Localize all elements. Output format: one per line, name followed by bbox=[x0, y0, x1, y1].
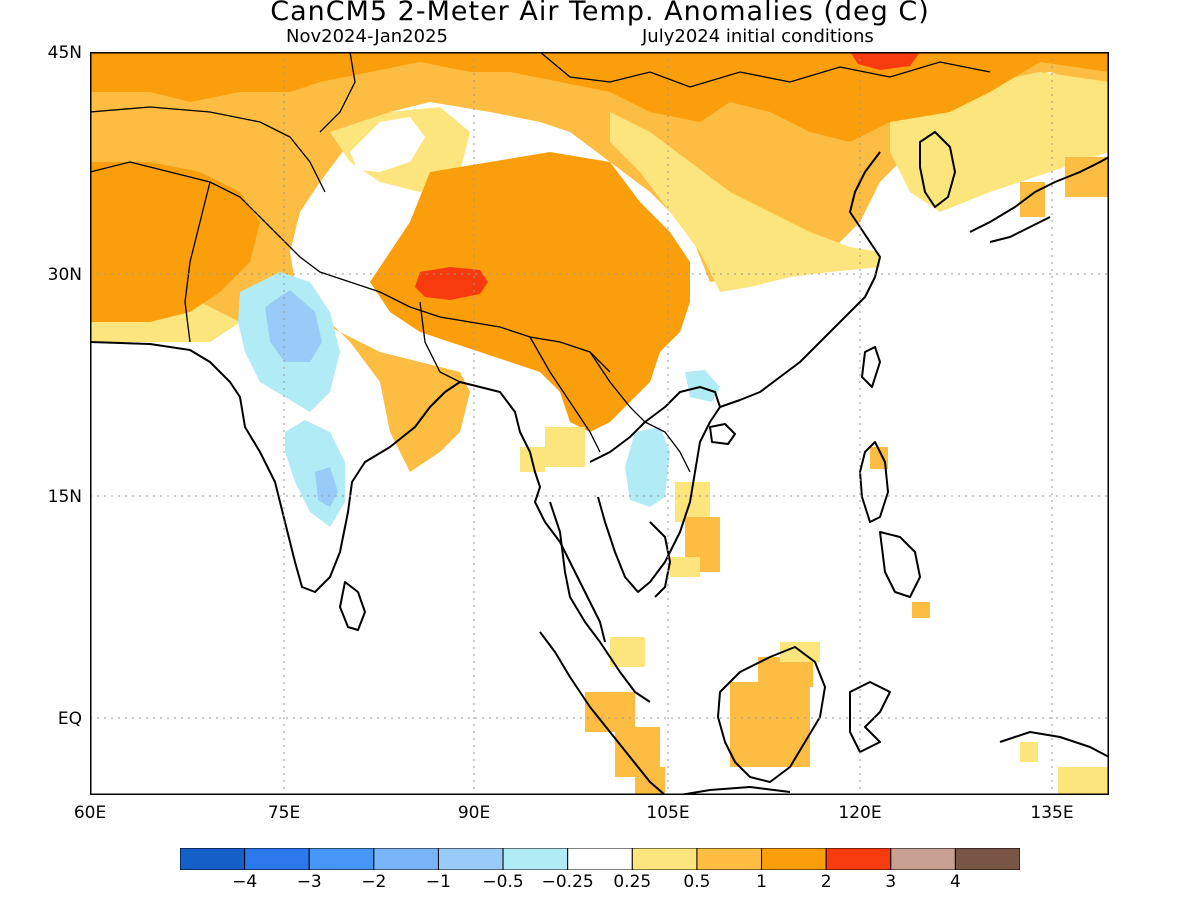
colorbar-swatch bbox=[631, 848, 698, 870]
map-frame bbox=[90, 52, 1109, 795]
graticule bbox=[90, 52, 1109, 795]
colorbar-tick-label: 4 bbox=[949, 872, 961, 892]
colorbar-swatch bbox=[502, 848, 569, 870]
lat-label-30n: 30N bbox=[47, 265, 82, 285]
forecast-period: Nov2024-Jan2025 bbox=[286, 26, 448, 47]
lon-label-105e: 105E bbox=[646, 803, 690, 823]
anomaly-region-blue-vietnam bbox=[685, 370, 720, 402]
colorbar-tick-label: 0.25 bbox=[613, 872, 652, 892]
lon-label-120e: 120E bbox=[838, 803, 882, 823]
anomaly-map bbox=[90, 52, 1109, 795]
coastlines bbox=[90, 131, 1109, 795]
colorbar-swatch bbox=[373, 848, 439, 870]
colorbar-swatch bbox=[244, 848, 310, 870]
lat-label-45n: 45N bbox=[47, 43, 82, 63]
anomaly-region-white-central-asia bbox=[350, 117, 425, 172]
colorbar-tick-label: −0.25 bbox=[541, 872, 594, 892]
lon-label-75e: 75E bbox=[267, 803, 301, 823]
colorbar-swatch bbox=[696, 848, 763, 870]
colorbar-swatch bbox=[567, 848, 633, 870]
colorbar-swatch bbox=[890, 848, 956, 870]
anomaly-region-orange-tibet bbox=[90, 52, 1109, 142]
colorbar-swatch bbox=[954, 848, 1020, 870]
initial-conditions: July2024 initial conditions bbox=[642, 26, 874, 47]
colorbar-swatch bbox=[308, 848, 375, 870]
colorbar-tick-label: −1 bbox=[425, 872, 451, 892]
anomaly-region-orange-plateau bbox=[370, 152, 690, 432]
anomaly-region-red-north bbox=[850, 52, 920, 70]
colorbar-tick-label: 1 bbox=[756, 872, 767, 892]
colorbar-swatch bbox=[761, 848, 827, 870]
lon-label-60e: 60E bbox=[73, 803, 107, 823]
anomaly-region-blue-indochina bbox=[625, 427, 670, 507]
anomaly-region-midblue-deccan bbox=[315, 467, 338, 507]
anomaly-region-orange-west bbox=[90, 162, 260, 322]
anomaly-region-midblue-india bbox=[265, 290, 322, 362]
colorbar-swatch bbox=[180, 848, 246, 870]
anomaly-region-light-orange-north bbox=[90, 52, 1109, 472]
lon-label-90e: 90E bbox=[457, 803, 491, 823]
colorbar-tick-label: 3 bbox=[885, 872, 897, 892]
colorbar-tick-label: −4 bbox=[232, 872, 258, 892]
lon-label-135e: 135E bbox=[1030, 803, 1074, 823]
colorbar-tick-label: −2 bbox=[361, 872, 387, 892]
colorbar-swatch bbox=[825, 848, 892, 870]
colorbar-tick-label: −3 bbox=[296, 872, 322, 892]
lat-label-eq: EQ bbox=[57, 709, 82, 729]
anomaly-squares-southeast-asia bbox=[520, 157, 1109, 795]
anomaly-region-yellow-east-china bbox=[610, 112, 880, 292]
colorbar-tick-label: −0.5 bbox=[482, 872, 524, 892]
lat-label-15n: 15N bbox=[47, 487, 82, 507]
chart-title: CanCM5 2-Meter Air Temp. Anomalies (deg … bbox=[270, 0, 930, 27]
colorbar-tick-label: 0.5 bbox=[683, 872, 711, 892]
country-borders bbox=[90, 52, 991, 473]
colorbar-swatch bbox=[437, 848, 504, 870]
anomaly-region-red-tibet bbox=[415, 267, 488, 300]
colorbar-tick-label: 2 bbox=[820, 872, 832, 892]
colorbar bbox=[180, 848, 1020, 870]
